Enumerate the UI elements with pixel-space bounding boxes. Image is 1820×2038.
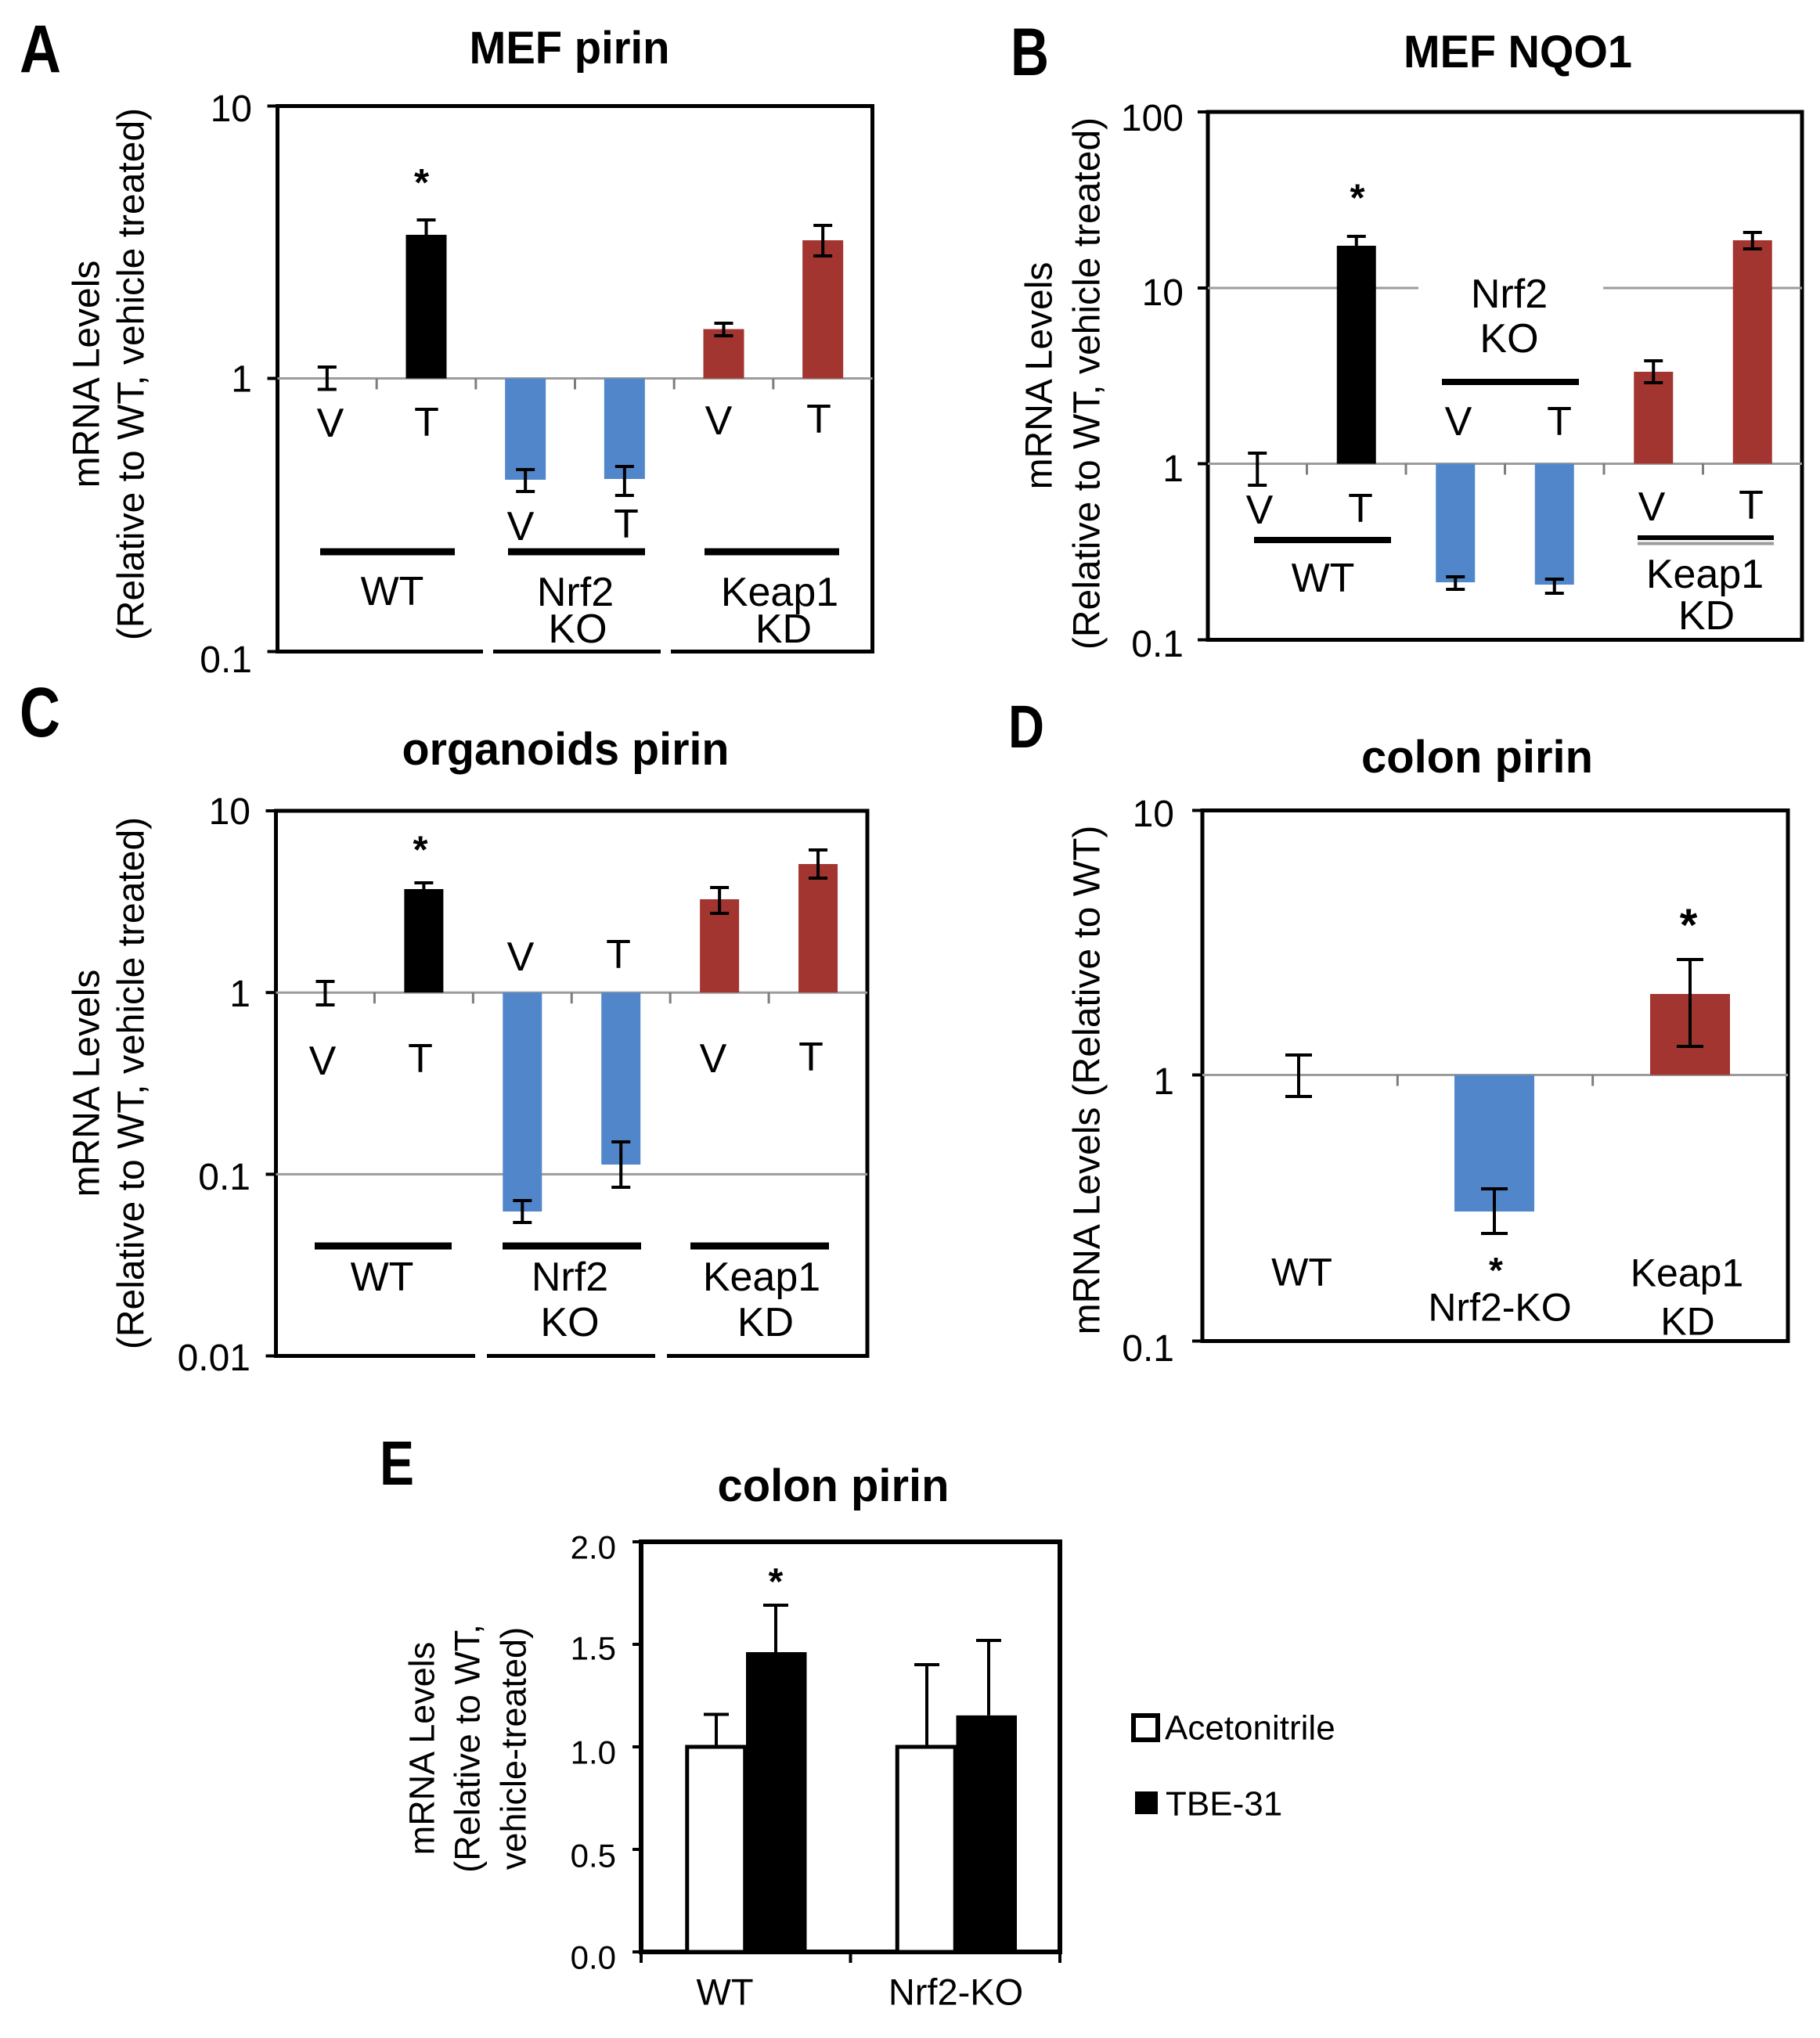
svg-text:V: V — [309, 1039, 337, 1084]
svg-text:1: 1 — [229, 974, 250, 1015]
svg-text:0.0: 0.0 — [571, 1939, 616, 1976]
svg-text:1: 1 — [1162, 448, 1184, 490]
svg-text:(Relative to WT, vehicle treat: (Relative to WT, vehicle treated) — [110, 108, 152, 640]
svg-text:V: V — [1445, 399, 1472, 445]
svg-text:Nrf2: Nrf2 — [537, 570, 614, 615]
svg-text:V: V — [317, 401, 344, 446]
svg-text:mRNA Levels (Relative to WT): mRNA Levels (Relative to WT) — [1066, 826, 1108, 1335]
svg-text:WT: WT — [1292, 556, 1355, 601]
svg-text:colon pirin: colon pirin — [718, 1460, 950, 1511]
svg-text:Nrf2-KO: Nrf2-KO — [888, 1971, 1023, 2012]
svg-text:colon pirin: colon pirin — [1361, 732, 1593, 783]
svg-text:T: T — [614, 502, 639, 547]
svg-text:0.1: 0.1 — [200, 639, 252, 681]
svg-text:T: T — [798, 1035, 824, 1080]
svg-text:vehicle-treated): vehicle-treated) — [494, 1627, 534, 1870]
svg-text:organoids pirin: organoids pirin — [402, 724, 730, 775]
svg-text:B: B — [1011, 15, 1049, 90]
svg-text:KO: KO — [1479, 316, 1538, 362]
svg-text:1.5: 1.5 — [571, 1630, 616, 1667]
svg-text:T: T — [1547, 399, 1572, 445]
svg-text:V: V — [700, 1036, 727, 1082]
svg-text:T: T — [606, 932, 631, 978]
svg-text:V: V — [1638, 484, 1666, 530]
svg-text:A: A — [20, 12, 61, 87]
svg-text:MEF NQO1: MEF NQO1 — [1404, 27, 1632, 77]
svg-text:10: 10 — [1142, 272, 1184, 314]
svg-text:10: 10 — [211, 88, 252, 130]
svg-text:KO: KO — [540, 1300, 599, 1345]
svg-text:mRNA Levels: mRNA Levels — [1018, 262, 1060, 490]
svg-text:Nrf2: Nrf2 — [532, 1255, 608, 1300]
svg-text:mRNA Levels: mRNA Levels — [66, 261, 107, 488]
svg-text:T: T — [1739, 483, 1764, 528]
svg-text:KD: KD — [755, 607, 812, 652]
svg-text:Nrf2: Nrf2 — [1471, 272, 1548, 317]
svg-text:(Relative to WT, vehicle treat: (Relative to WT, vehicle treated) — [110, 817, 152, 1349]
svg-text:*: * — [414, 162, 430, 204]
svg-text:D: D — [1008, 693, 1044, 761]
svg-text:V: V — [507, 504, 535, 549]
svg-text:0.1: 0.1 — [1122, 1328, 1174, 1370]
svg-text:Keap1: Keap1 — [721, 570, 838, 615]
svg-text:WT: WT — [361, 569, 424, 614]
svg-text:*: * — [1350, 177, 1365, 219]
svg-text:T: T — [806, 397, 831, 442]
svg-text:1: 1 — [1153, 1061, 1174, 1103]
svg-text:(Relative to WT,: (Relative to WT, — [448, 1624, 488, 1873]
svg-text:T: T — [414, 400, 439, 445]
svg-text:1: 1 — [231, 358, 252, 400]
svg-text:0.1: 0.1 — [198, 1157, 250, 1198]
svg-text:WT: WT — [696, 1971, 753, 2012]
svg-text:WT: WT — [1271, 1251, 1332, 1294]
svg-text:V: V — [507, 934, 535, 980]
svg-text:Keap1: Keap1 — [1631, 1251, 1744, 1295]
svg-text:WT: WT — [351, 1255, 414, 1300]
svg-text:*: * — [769, 1561, 784, 1603]
svg-text:*: * — [1680, 900, 1698, 951]
svg-text:KO: KO — [548, 607, 607, 652]
svg-text:10: 10 — [1133, 794, 1174, 835]
svg-text:*: * — [413, 829, 428, 871]
svg-text:KD: KD — [1660, 1300, 1714, 1344]
svg-text:T: T — [1348, 486, 1373, 531]
svg-text:Keap1: Keap1 — [703, 1255, 820, 1300]
svg-text:T: T — [408, 1036, 433, 1082]
svg-text:Keap1: Keap1 — [1646, 552, 1764, 597]
svg-text:10: 10 — [209, 791, 250, 833]
svg-text:100: 100 — [1121, 98, 1184, 139]
svg-text:0.1: 0.1 — [1131, 624, 1184, 665]
svg-text:1.0: 1.0 — [571, 1734, 616, 1771]
svg-text:KD: KD — [1678, 593, 1735, 639]
svg-text:2.0: 2.0 — [571, 1529, 616, 1566]
svg-text:C: C — [20, 674, 60, 752]
svg-text:mRNA Levels: mRNA Levels — [66, 970, 107, 1197]
svg-text:MEF pirin: MEF pirin — [470, 23, 670, 74]
svg-text:E: E — [380, 1428, 414, 1498]
svg-text:*: * — [1489, 1250, 1503, 1291]
svg-text:0.01: 0.01 — [178, 1338, 250, 1379]
svg-text:0.5: 0.5 — [571, 1838, 616, 1874]
svg-text:V: V — [1246, 488, 1274, 533]
svg-text:Acetonitrile: Acetonitrile — [1165, 1709, 1335, 1747]
svg-text:(Relative to WT, vehicle treat: (Relative to WT, vehicle treated) — [1066, 117, 1108, 650]
svg-text:TBE-31: TBE-31 — [1166, 1784, 1282, 1823]
svg-text:V: V — [705, 398, 733, 444]
svg-text:KD: KD — [737, 1300, 794, 1345]
svg-text:mRNA Levels: mRNA Levels — [402, 1642, 442, 1856]
svg-text:Nrf2-KO: Nrf2-KO — [1428, 1286, 1571, 1330]
